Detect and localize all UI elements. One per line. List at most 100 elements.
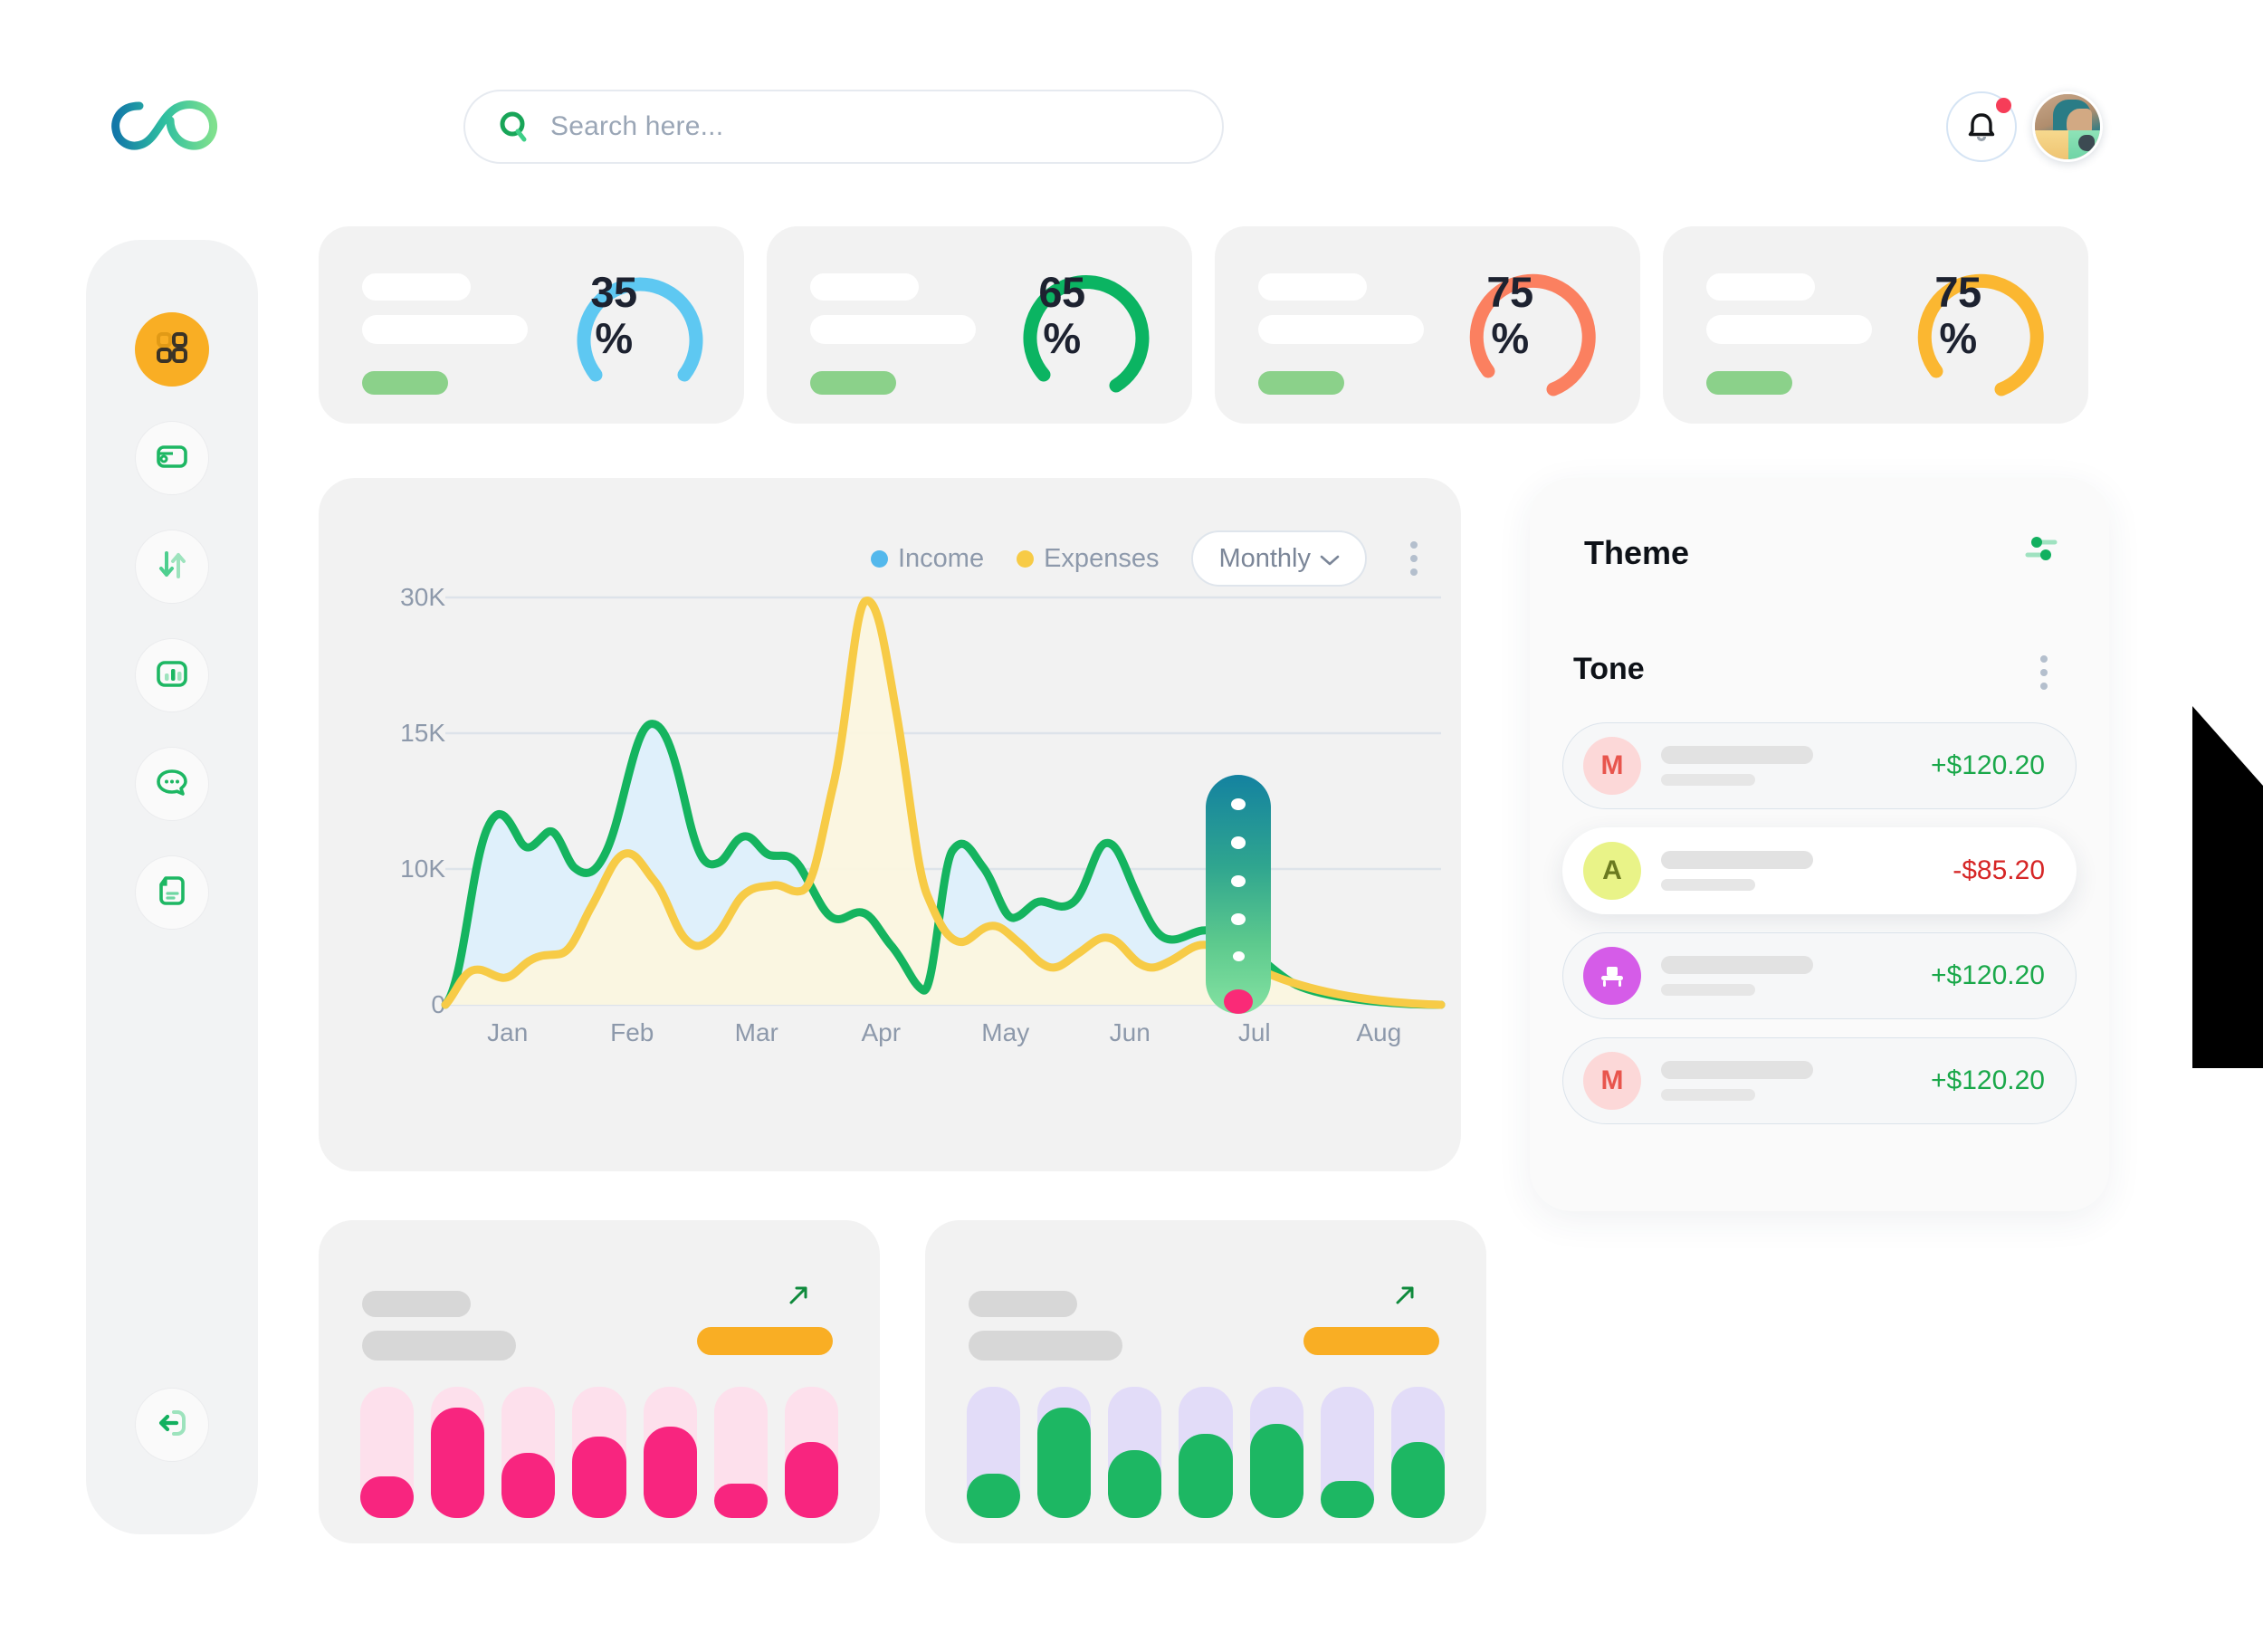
placeholder-bar: [1706, 315, 1872, 344]
list-item[interactable]: M +$120.20: [1562, 1037, 2077, 1124]
placeholder-bar: [362, 315, 528, 344]
period-dropdown[interactable]: Monthly: [1191, 530, 1367, 587]
transaction-amount: +$120.20: [1931, 750, 2045, 780]
gradient-marker[interactable]: [1206, 775, 1271, 1015]
search-input[interactable]: Search here...: [550, 111, 724, 141]
list-item[interactable]: A -$85.20: [1562, 827, 2077, 914]
bar-fill: [1249, 1423, 1303, 1518]
kpi-card[interactable]: 75%: [1663, 226, 2088, 424]
avatar[interactable]: [2032, 91, 2103, 162]
kebab-dot: [2040, 669, 2048, 676]
status-badge: [1706, 371, 1792, 395]
transaction-list: M +$120.20 A -$85.20: [1562, 722, 2077, 1124]
logout-button[interactable]: [135, 1388, 209, 1462]
chevron-down-icon: [1320, 544, 1340, 574]
bar-track: [643, 1387, 697, 1518]
sidebar: [86, 240, 258, 1534]
trend-up-arrow-icon: [1391, 1282, 1418, 1309]
placeholder-bar: [1258, 273, 1367, 301]
kpi-card[interactable]: 75%: [1215, 226, 1640, 424]
y-tick-label: 10K: [400, 855, 445, 883]
legend-dot: [870, 549, 888, 568]
bar-track: [1320, 1387, 1374, 1518]
x-axis: Jan Feb Mar Apr May Jun Jul Aug: [445, 1018, 1441, 1047]
list-item[interactable]: +$120.20: [1562, 932, 2077, 1019]
legend-item-income[interactable]: Income: [870, 544, 984, 574]
panel-title: Theme: [1584, 534, 1690, 571]
transfer-arrows-icon: [153, 546, 191, 588]
grid-icon: [153, 329, 191, 371]
bar-track: [713, 1387, 768, 1518]
sidebar-item-messages[interactable]: [135, 747, 209, 821]
kebab-dot: [1410, 568, 1418, 576]
sidebar-item-wallet[interactable]: [135, 421, 209, 495]
kebab-dot: [2040, 655, 2048, 663]
x-tick-label: Apr: [861, 1018, 902, 1046]
bar-fill: [1108, 1449, 1162, 1518]
bar-fill: [501, 1452, 556, 1518]
kebab-dot: [2040, 683, 2048, 690]
kebab-dot: [1410, 555, 1418, 562]
placeholder-lines: [1661, 1061, 1911, 1101]
bar-fill: [784, 1441, 838, 1518]
status-badge: [697, 1327, 833, 1355]
sidebar-item-analytics[interactable]: [135, 638, 209, 712]
x-tick-label: May: [981, 1018, 1030, 1046]
panel-menu-button[interactable]: [2029, 650, 2058, 695]
y-tick-label: 0: [431, 990, 445, 1018]
bar-fill: [713, 1484, 768, 1518]
placeholder-bar: [969, 1331, 1122, 1361]
area-chart-plot: [319, 596, 1461, 1012]
notification-button[interactable]: [1946, 91, 2017, 162]
bar-track: [967, 1387, 1021, 1518]
placeholder-bar: [810, 315, 976, 344]
infinity-logo[interactable]: [109, 95, 222, 157]
search-bar[interactable]: Search here...: [463, 90, 1224, 164]
top-bar: Search here...: [0, 0, 2263, 208]
bar-track: [360, 1387, 415, 1518]
avatar: M: [1583, 737, 1641, 795]
chart-header: Income Expenses Monthly: [870, 530, 1428, 587]
bar-chart: [360, 1387, 838, 1518]
bar-track: [1108, 1387, 1162, 1518]
y-tick-label: 30K: [400, 583, 445, 611]
kpi-value: 75%: [1934, 268, 1981, 362]
bar-track: [501, 1387, 556, 1518]
bar-track: [431, 1387, 485, 1518]
x-tick-label: Jun: [1109, 1018, 1151, 1046]
legend-item-expenses[interactable]: Expenses: [1017, 544, 1159, 574]
bar-fill: [1179, 1434, 1233, 1518]
bar-chart: [967, 1387, 1445, 1518]
bar-chart-icon: [153, 654, 191, 697]
status-badge: [810, 371, 896, 395]
legend-dot: [1017, 549, 1035, 568]
marker-highlight-dot: [1224, 989, 1253, 1015]
search-icon: [498, 110, 530, 143]
kpi-card[interactable]: 35%: [319, 226, 744, 424]
transaction-amount: -$85.20: [1953, 855, 2045, 885]
avatar: [1583, 947, 1641, 1005]
bar-fill: [1390, 1441, 1445, 1518]
sliders-icon[interactable]: [2024, 534, 2058, 563]
sidebar-item-documents[interactable]: [135, 855, 209, 930]
x-tick-label: Jul: [1237, 1018, 1271, 1046]
sidebar-item-transfers[interactable]: [135, 530, 209, 604]
kpi-card-row: 35% 65% 75%: [319, 226, 2088, 424]
panel-subtitle: Tone: [1573, 652, 1645, 686]
sidebar-item-dashboard[interactable]: [135, 312, 209, 387]
bar-track: [1037, 1387, 1092, 1518]
kpi-card[interactable]: 65%: [767, 226, 1192, 424]
notification-badge-dot: [1996, 98, 2011, 113]
income-expenses-chart-card: Income Expenses Monthly 30K 15K 10K: [319, 478, 1461, 1171]
chart-menu-button[interactable]: [1399, 536, 1428, 581]
list-item[interactable]: M +$120.20: [1562, 722, 2077, 809]
document-icon: [153, 872, 191, 914]
marker-dot: [1232, 951, 1245, 962]
pink-bars-card: [319, 1220, 880, 1543]
placeholder-bar: [362, 1291, 471, 1317]
marker-dot: [1231, 913, 1246, 926]
placeholder-bar: [362, 273, 471, 301]
placeholder-bar: [1258, 315, 1424, 344]
gauge-icon: [1904, 248, 2065, 404]
kebab-dot: [1410, 541, 1418, 549]
